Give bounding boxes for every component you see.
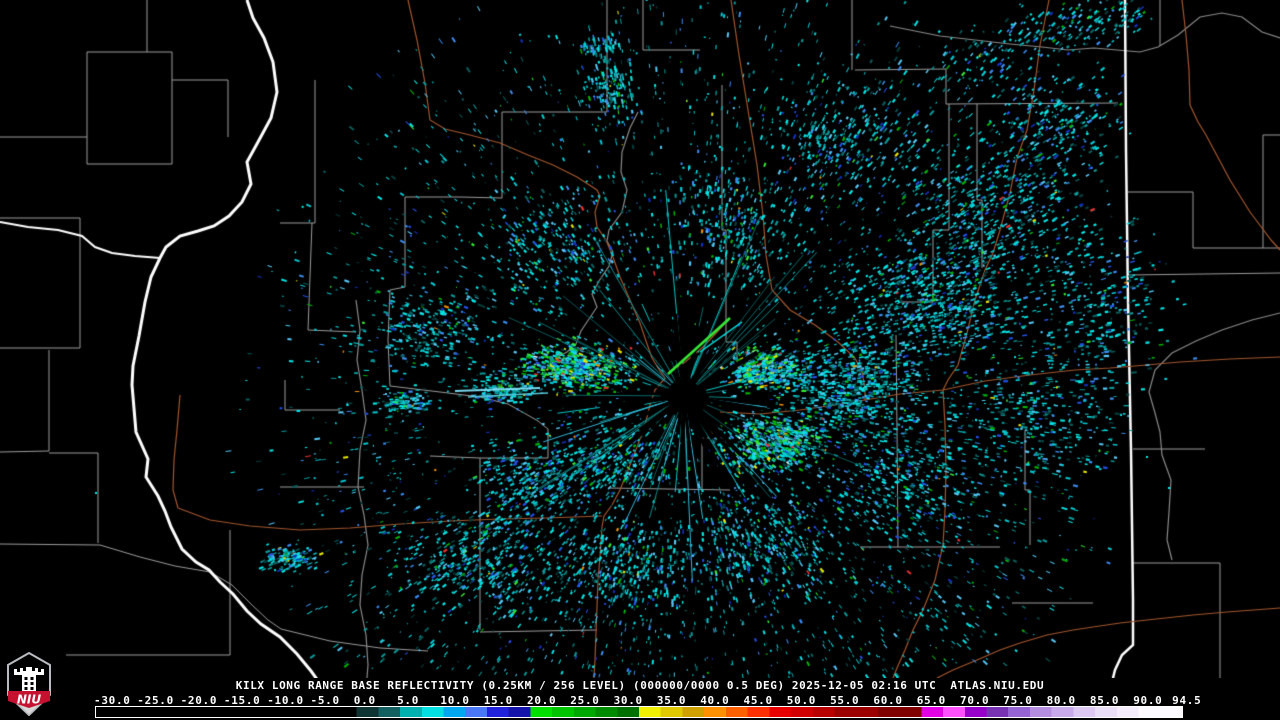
niu-castle-tower [22, 675, 36, 691]
niu-logo: NIU [7, 652, 51, 716]
colorbar-label: 70.0 [960, 694, 990, 707]
colorbar-label: 0.0 [353, 694, 376, 707]
colorbar-label: 80.0 [1046, 694, 1076, 707]
site-label: ATLAS.NIU.EDU [950, 679, 1045, 692]
colorbar-label: -15.0 [223, 694, 261, 707]
colorbar-label: -25.0 [137, 694, 174, 707]
colorbar-label: 30.0 [613, 694, 643, 707]
niu-castle-battlement [14, 667, 44, 675]
colorbar-label: -5.0 [310, 694, 340, 707]
colorbar-label: 50.0 [786, 694, 817, 707]
colorbar-label: 90.0 [1133, 694, 1163, 707]
colorbar-label: 5.0 [397, 694, 420, 707]
colorbar-label: 55.0 [830, 694, 860, 707]
colorbar-label: -20.0 [180, 694, 218, 707]
colorbar-label: 75.0 [1003, 694, 1033, 707]
colorbar-label: 45.0 [743, 694, 773, 707]
colorbar-label: 20.0 [527, 694, 557, 707]
colorbar-label: 10.0 [440, 694, 470, 707]
colorbar-label: 94.5 [1172, 694, 1202, 707]
niu-castle-windows [24, 677, 34, 690]
product-title-line: KILX LONG RANGE BASE REFLECTIVITY (0.25K… [0, 679, 1280, 692]
colorbar-label: 65.0 [916, 694, 946, 707]
radar-map-canvas [0, 0, 1280, 678]
colorbar-label: 40.0 [700, 694, 730, 707]
colorbar-label: 85.0 [1089, 694, 1120, 707]
niu-logo-text: NIU [17, 693, 42, 707]
niu-red-band [8, 691, 50, 708]
colorbar-label: -10.0 [267, 694, 304, 707]
colorbar-label: -30.0 [94, 694, 131, 707]
colorbar-label: 15.0 [483, 694, 513, 707]
colorbar-label: 25.0 [570, 694, 600, 707]
product-title: KILX LONG RANGE BASE REFLECTIVITY (0.25K… [235, 679, 937, 692]
colorbar-labels: -30.0 -25.0 -20.0 -15.0 -10.0 -5.0 0.0 5.0 10.0 1… [0, 694, 1280, 707]
colorbar [95, 706, 1183, 718]
colorbar-label: 35.0 [656, 694, 687, 707]
colorbar-label: 60.0 [873, 694, 903, 707]
status-bar: KILX LONG RANGE BASE REFLECTIVITY (0.25K… [0, 678, 1280, 720]
